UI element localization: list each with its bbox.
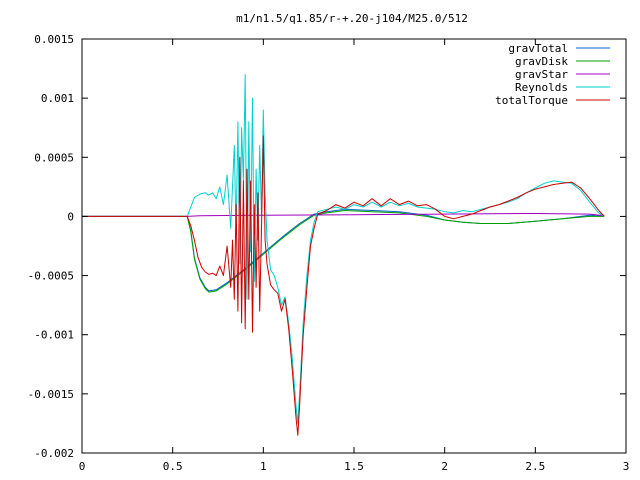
legend-label: gravDisk (515, 55, 568, 68)
x-tick-label: 2 (441, 460, 448, 473)
series-line-gravDisk (82, 210, 605, 293)
x-tick-label: 1 (260, 460, 267, 473)
series-line-Reynolds (82, 74, 605, 424)
y-tick-label: 0.0015 (34, 33, 74, 46)
y-tick-label: 0.0005 (34, 151, 74, 164)
chart-title: m1/n1.5/q1.85/r-+.20-j104/M25.0/512 (236, 12, 468, 25)
legend-label: gravTotal (508, 42, 568, 55)
y-tick-label: -0.002 (34, 447, 74, 460)
legend-label: gravStar (515, 68, 568, 81)
x-tick-label: 3 (623, 460, 630, 473)
legend-label: totalTorque (495, 94, 568, 107)
y-tick-label: -0.0015 (28, 388, 74, 401)
y-axis: 0.0015 0.001 0.0005 0 -0.0005 -0.001 -0.0015 -0… (28, 33, 626, 460)
x-tick-label: 1.5 (344, 460, 364, 473)
plot-area (82, 74, 605, 436)
x-tick-label: 2.5 (525, 460, 545, 473)
y-tick-label: 0 (67, 210, 74, 223)
x-axis: 0 0.5 1 1.5 2 2.5 3 (79, 39, 630, 473)
y-tick-label: 0.001 (41, 92, 74, 105)
x-tick-label: 0.5 (163, 460, 183, 473)
y-tick-label: -0.001 (34, 329, 74, 342)
legend: gravTotalgravDiskgravStarReynoldstotalTo… (495, 42, 610, 107)
series-line-totalTorque (82, 135, 605, 436)
legend-label: Reynolds (515, 81, 568, 94)
x-tick-label: 0 (79, 460, 86, 473)
series-line-gravStar (82, 213, 605, 217)
y-tick-label: -0.0005 (28, 270, 74, 283)
